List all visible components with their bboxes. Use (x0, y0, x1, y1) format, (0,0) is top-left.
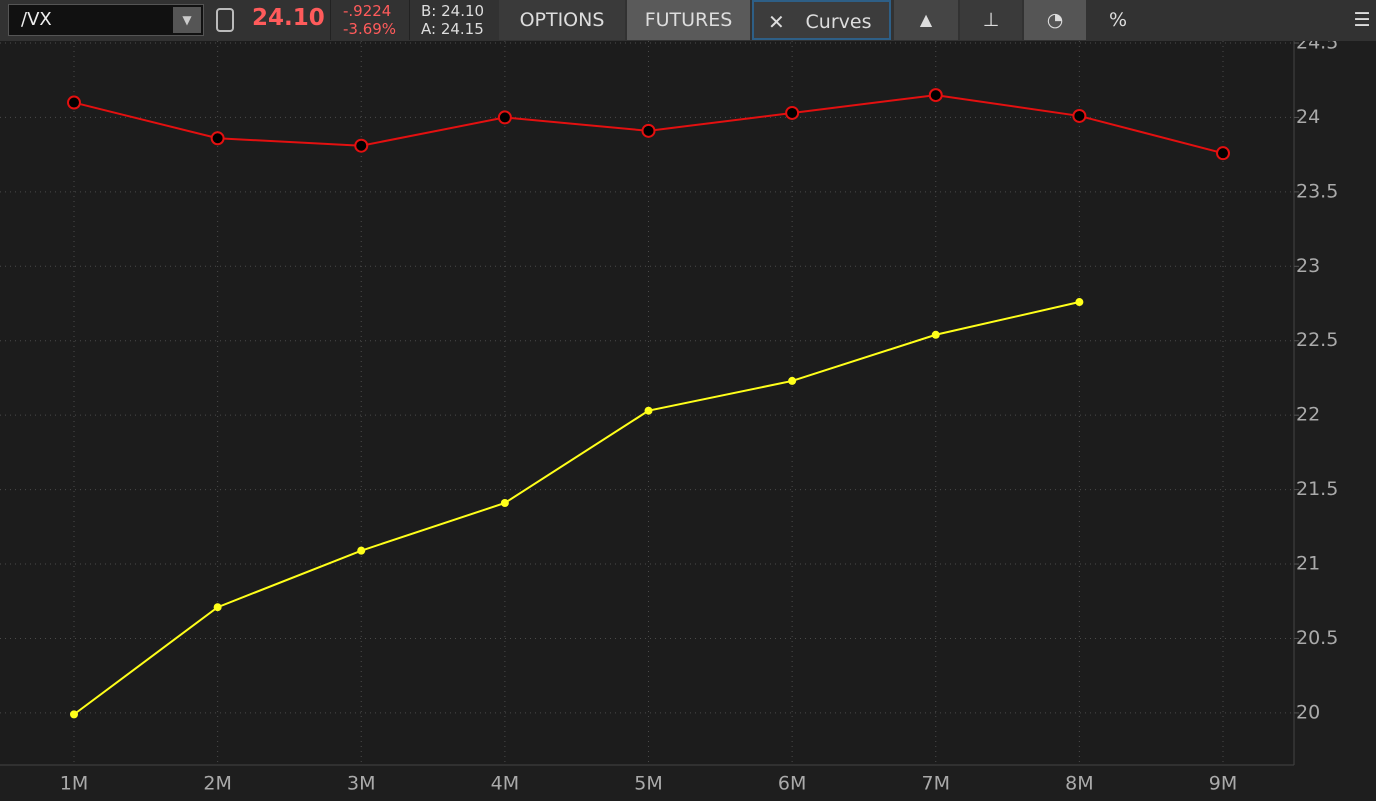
x-tick-label: 5M (634, 773, 662, 795)
curves-button[interactable]: ✕ Curves (752, 0, 891, 40)
point (1216, 146, 1230, 161)
symbol-box[interactable]: /VX ▼ (8, 4, 204, 36)
x-tick-label: 9M (1209, 773, 1237, 795)
y-tick-label: 20 (1296, 701, 1320, 723)
x-tick-label: 8M (1065, 773, 1093, 795)
y-tick-label: 23 (1296, 255, 1320, 277)
futures-tab[interactable]: FUTURES (627, 0, 750, 40)
point (210, 131, 225, 146)
curves-icon: ✕ (768, 10, 785, 34)
y-tick-label: 21.5 (1296, 478, 1338, 500)
y-tick-label: 23.5 (1296, 180, 1338, 202)
plot-area (0, 41, 1294, 765)
options-tab[interactable]: OPTIONS (499, 0, 625, 40)
toolbar: /VX ▼ 24.10 -.9224 -3.69% B: 24.10 A: 24… (0, 0, 1376, 41)
point (70, 710, 78, 719)
point (213, 603, 222, 612)
menu-button[interactable]: ☰ (1353, 9, 1371, 31)
sort-button[interactable]: ▲ (894, 0, 958, 40)
last-price: 24.10 (252, 5, 325, 31)
change-box: -.9224 -3.69% (330, 0, 410, 40)
lock-button[interactable]: ◔ (1024, 0, 1086, 40)
y-tick-label: 22 (1296, 404, 1320, 426)
symbol: /VX (21, 9, 52, 30)
x-tick-label: 1M (60, 773, 88, 795)
x-tick-label: 7M (922, 773, 950, 795)
point (354, 138, 369, 153)
pct-change: -3.69% (343, 20, 397, 38)
ask: A: 24.15 (421, 20, 484, 38)
series-line (73, 301, 1080, 716)
net-change: -.9224 (343, 2, 392, 20)
point (644, 406, 653, 415)
point (788, 376, 797, 385)
x-tick-label: 6M (778, 773, 806, 795)
position-button[interactable]: ⊥ (960, 0, 1022, 40)
point (785, 105, 800, 120)
point (497, 110, 512, 125)
point (67, 95, 81, 110)
y-tick-label: 21 (1296, 553, 1320, 575)
link-icon[interactable] (216, 8, 234, 32)
x-tick-label: 4M (491, 773, 519, 795)
point (931, 330, 940, 339)
bid: B: 24.10 (421, 2, 485, 20)
point (641, 123, 656, 138)
x-tick-label: 3M (347, 773, 375, 795)
y-tick-label: 22.5 (1296, 329, 1338, 351)
point (928, 88, 943, 103)
point (1075, 298, 1084, 307)
y-tick-label: 20.5 (1296, 627, 1338, 649)
curves-label: Curves (805, 11, 872, 33)
point (357, 546, 366, 555)
point (1072, 108, 1087, 123)
dropdown[interactable]: ▼ (173, 7, 201, 33)
y-tick-label: 24 (1296, 106, 1320, 128)
x-tick-label: 2M (203, 773, 231, 795)
point (500, 498, 509, 507)
percent-button[interactable]: % (1088, 0, 1148, 40)
